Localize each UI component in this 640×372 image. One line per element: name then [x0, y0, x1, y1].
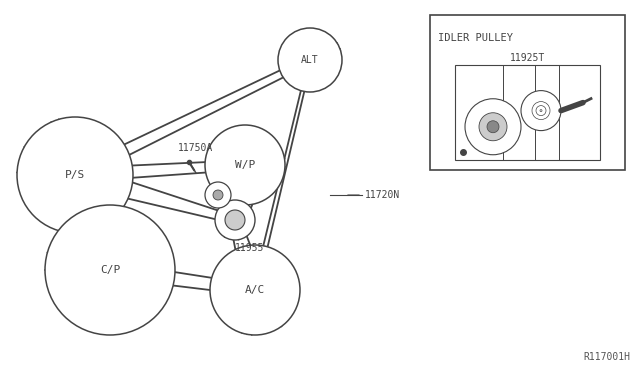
- Bar: [455, 65, 600, 160]
- Text: R117001H: R117001H: [583, 352, 630, 362]
- Text: 11720N: 11720N: [365, 190, 400, 200]
- Circle shape: [521, 91, 561, 131]
- Circle shape: [465, 99, 521, 155]
- Circle shape: [225, 210, 245, 230]
- Circle shape: [213, 190, 223, 200]
- Circle shape: [205, 125, 285, 205]
- Text: 11955: 11955: [235, 243, 264, 253]
- Circle shape: [45, 205, 175, 335]
- Text: P/S: P/S: [65, 170, 85, 180]
- Circle shape: [210, 245, 300, 335]
- Circle shape: [215, 200, 255, 240]
- Circle shape: [487, 121, 499, 133]
- Circle shape: [17, 117, 133, 233]
- Text: A/C: A/C: [245, 285, 265, 295]
- Bar: [430, 15, 625, 170]
- Text: ALT: ALT: [301, 55, 319, 65]
- Text: C/P: C/P: [100, 265, 120, 275]
- Text: 11750A: 11750A: [178, 143, 213, 153]
- Text: IDLER PULLEY: IDLER PULLEY: [438, 33, 513, 43]
- Circle shape: [479, 113, 507, 141]
- Circle shape: [205, 182, 231, 208]
- Text: 11925T: 11925T: [510, 53, 545, 63]
- Text: W/P: W/P: [235, 160, 255, 170]
- Circle shape: [278, 28, 342, 92]
